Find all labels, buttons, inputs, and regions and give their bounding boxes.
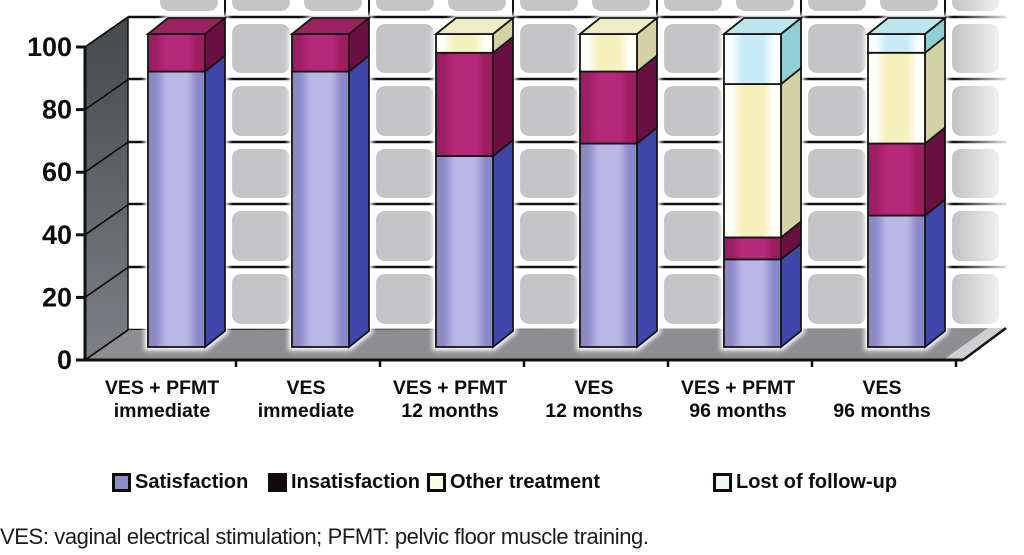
legend-swatch — [268, 473, 287, 492]
legend-item-1: Satisfaction — [112, 471, 248, 494]
bar-6 — [864, 14, 949, 351]
legend-item-2: Insatisfaction — [268, 471, 420, 494]
y-axis: 0 20 40 60 80 100 — [27, 32, 958, 375]
y-tick-label: 60 — [42, 157, 72, 187]
y-tick-label: 20 — [42, 282, 72, 312]
legend-label: Other treatment — [450, 471, 601, 493]
legend-item-4: Lost of follow-up — [713, 471, 897, 494]
category-label: VES — [574, 377, 613, 399]
y-tick-label: 80 — [42, 95, 72, 125]
category-label: VES — [862, 377, 901, 399]
y-tick-label: 0 — [57, 345, 72, 375]
bar-4 — [576, 14, 661, 351]
legend-label: Satisfaction — [135, 471, 249, 493]
bar-2 — [288, 14, 373, 351]
legend-item-3: Other treatment — [427, 471, 600, 494]
stacked-bar-chart: 0 20 40 60 80 100 VES + PFMT immediate VES immedi… — [27, 0, 1007, 422]
bars — [144, 14, 949, 351]
category-label: immediate — [114, 400, 211, 422]
bar-5 — [720, 14, 805, 351]
left-wall — [84, 15, 129, 362]
y-tick-label: 40 — [42, 220, 72, 250]
category-label: VES + PFMT — [393, 377, 507, 399]
category-label: 96 months — [689, 400, 787, 422]
category-label: 12 months — [401, 400, 499, 422]
bar-3 — [432, 14, 517, 351]
legend-swatch — [427, 473, 446, 492]
legend-label: Lost of follow-up — [736, 471, 898, 493]
category-label: immediate — [258, 400, 355, 422]
category-label: VES + PFMT — [681, 377, 795, 399]
category-label: 96 months — [833, 400, 931, 422]
y-tick-label: 100 — [27, 32, 72, 62]
figure-footnote: VES: vaginal electrical stimulation; PFM… — [0, 524, 649, 549]
category-label: 12 months — [545, 400, 643, 422]
category-label: VES — [286, 377, 325, 399]
category-label: VES + PFMT — [105, 377, 219, 399]
legend-label: Insatisfaction — [291, 471, 420, 493]
chart-legend: Satisfaction Insatisfaction Other treatmen… — [0, 471, 1024, 501]
bar-1 — [144, 14, 229, 351]
legend-swatch — [713, 473, 732, 492]
legend-swatch — [112, 473, 131, 492]
